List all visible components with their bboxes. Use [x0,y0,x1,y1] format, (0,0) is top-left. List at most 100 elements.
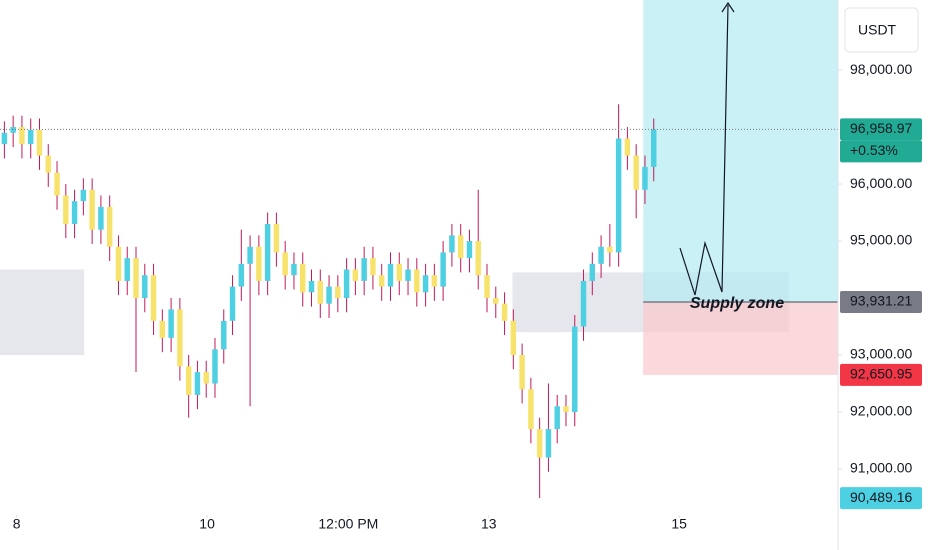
price-marker [840,290,922,313]
candle-body [475,241,481,276]
candle-body [440,252,446,287]
candle-body [405,269,411,281]
annotation: Supply zone [690,295,784,312]
candle-body [378,275,385,287]
price-marker-label: 90,489.16 [850,489,912,505]
arrow-path [679,4,729,296]
candle-body [203,372,209,384]
arrow-head [721,1,735,13]
x-tick-label: 8 [13,516,21,532]
candle-body [71,201,78,224]
candle-body [124,258,130,281]
candle-body [335,286,341,299]
candle-body [501,303,508,321]
candle-body [624,138,631,156]
candle-body [317,280,324,304]
zone [0,269,85,356]
x-tick-label: 12:00 PM [318,516,378,532]
candle-body [615,138,622,253]
candle-body [168,309,174,338]
candle-body [484,275,490,299]
y-tick-label: 96,000.00 [850,175,912,191]
candle-body [352,269,359,281]
candle-body [185,366,192,395]
candle-body [370,258,376,276]
price-marker-label: 93,931.21 [850,293,912,309]
candle-body [361,258,367,281]
currency-box[interactable] [844,7,919,53]
candle-body [466,241,473,259]
candle-body [194,372,201,395]
candle-body [273,223,280,253]
candle-body [449,235,455,253]
price-marker [840,363,922,386]
candle-body [10,127,16,133]
x-tick-label: 10 [199,516,215,532]
candle-body [221,320,227,350]
candle-body [106,206,113,247]
candle-body [19,127,25,145]
price-marker [840,487,922,510]
candle-body [519,355,525,390]
candle-body [414,269,420,293]
candle-body [651,129,657,167]
currency: USDT [858,22,897,38]
candle-body [27,129,34,145]
change-box [840,140,922,163]
candle-body [572,326,578,412]
candle-body [115,246,122,281]
candle-body [308,280,315,293]
candle-body [422,275,429,293]
candle-body [536,429,543,458]
stop-area [643,301,838,375]
candle-body [300,263,306,293]
candle-body [238,263,245,287]
candle-body [396,263,402,281]
y-tick-label: 91,000.00 [850,460,912,476]
candle-body [545,429,552,458]
candle-body [150,275,157,321]
price-marker [840,118,922,141]
candle-body [36,129,43,156]
candle-body [45,155,51,173]
candle-body [54,172,60,196]
candle-body [282,252,288,276]
candle-body [387,263,394,287]
candle-body [510,320,517,356]
candle-body [633,155,639,190]
candle-body [493,298,499,304]
candle-body [528,389,534,430]
y-tick-label: 92,000.00 [850,403,912,419]
candle-body [212,349,218,384]
candle-body [431,275,438,287]
candle-body [563,406,569,412]
price-marker-label: 92,650.95 [850,366,912,382]
candle-body [159,320,166,338]
candle-body [607,246,613,253]
candle-body [63,195,69,224]
candle-body [598,246,604,264]
candle-body [589,263,596,281]
price-marker-label: 96,958.97 [850,120,912,136]
target-area [643,0,838,302]
candle-body [264,223,271,281]
candle-body [229,286,236,321]
candle-body [326,286,332,304]
y-tick-label: 93,000.00 [850,346,912,362]
candle-body [457,235,464,259]
candle-body [1,132,8,145]
candle-body [98,206,104,230]
candle-body [80,189,87,202]
x-tick-label: 13 [481,516,497,532]
plot [0,0,838,499]
candle-body [256,246,262,281]
candle-body [580,280,587,327]
candle-body [642,166,648,190]
y-tick-label: 95,000.00 [850,232,912,248]
candle-body [291,263,297,276]
candle-body [554,406,560,430]
candle-body [133,258,139,299]
y-tick-label: 98,000.00 [850,61,912,77]
candle-body [247,246,253,264]
